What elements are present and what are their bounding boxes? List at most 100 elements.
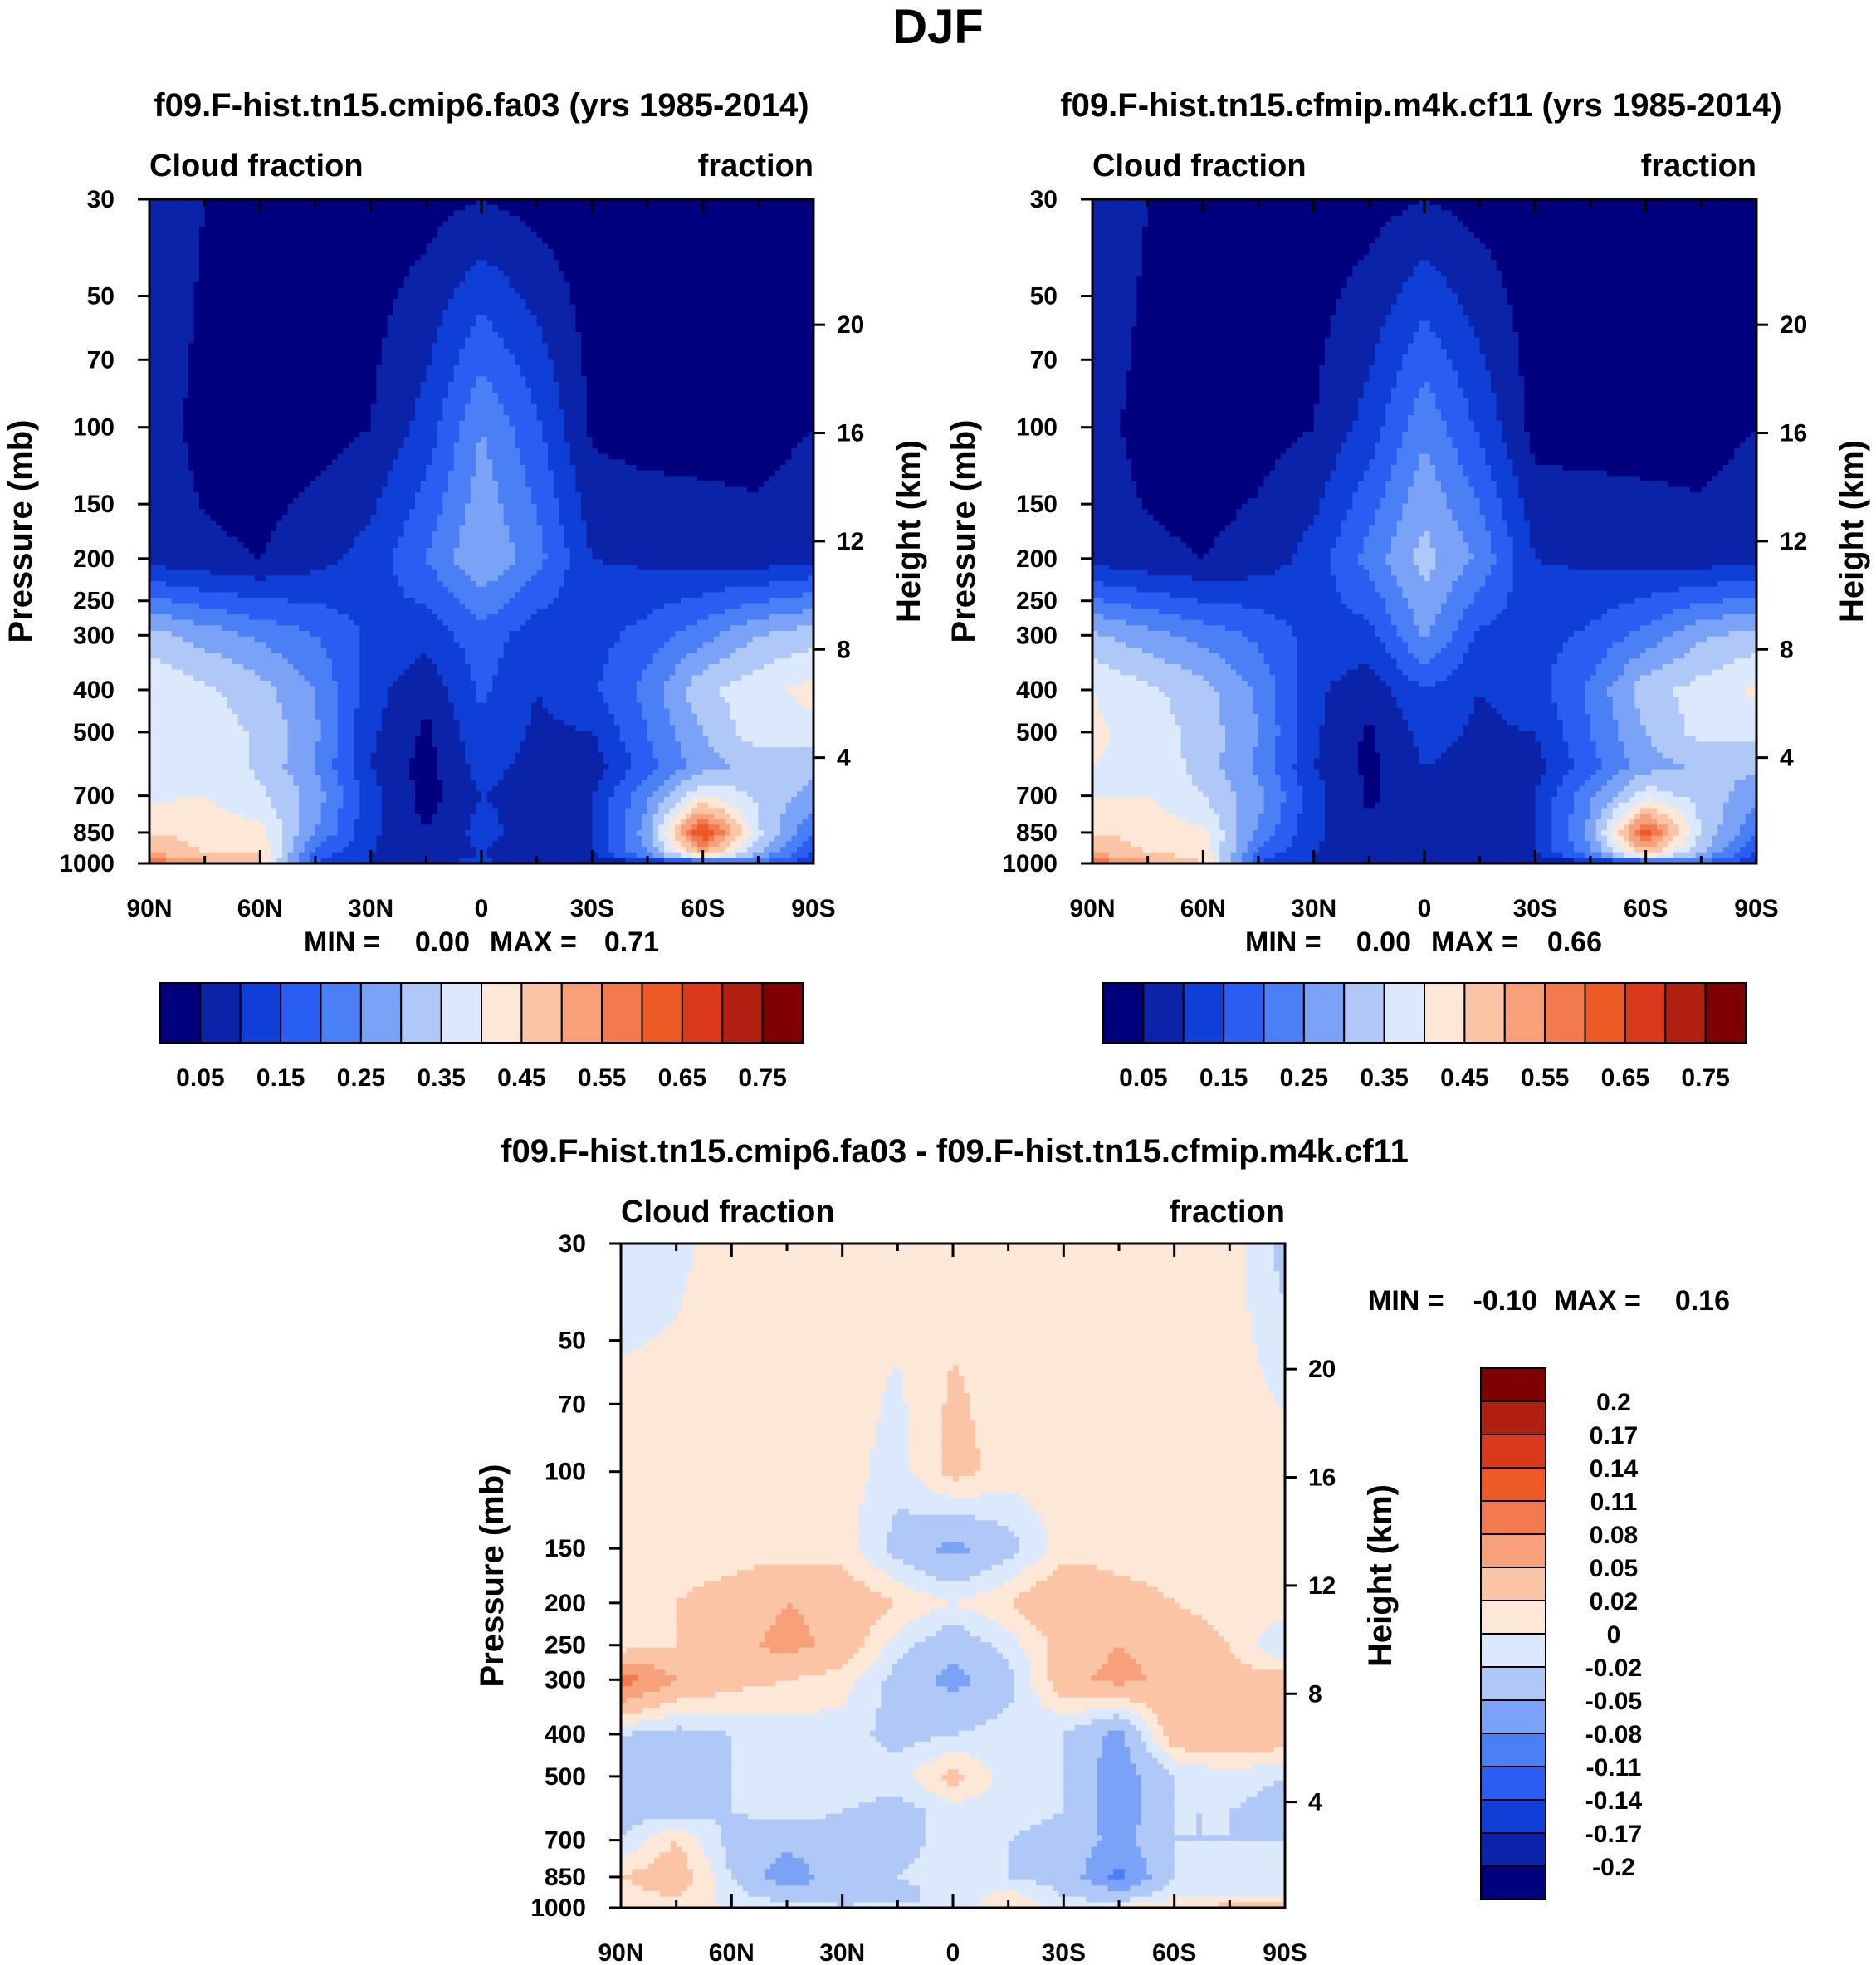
heatmap-cell [747, 359, 754, 366]
heatmap-cell [675, 293, 682, 300]
heatmap-cell [691, 276, 698, 283]
heatmap-cell [337, 243, 344, 250]
heatmap-cell [481, 237, 488, 244]
heatmap-cell [791, 237, 798, 244]
heatmap-cell [642, 254, 648, 261]
heatmap-cell [619, 204, 626, 211]
heatmap-cell [326, 320, 333, 327]
heatmap-cell [669, 403, 676, 410]
heatmap-cell [486, 332, 493, 339]
heatmap-cell [304, 287, 310, 294]
heatmap-cell [199, 359, 206, 366]
heatmap-cell [702, 398, 709, 405]
heatmap-cell [559, 370, 565, 377]
heatmap-cell [166, 266, 173, 272]
heatmap-cell [276, 287, 283, 294]
heatmap-cell [564, 409, 571, 416]
heatmap-cell [282, 326, 289, 333]
heatmap-cell [498, 287, 505, 294]
heatmap-cell [636, 359, 642, 366]
heatmap-cell [481, 393, 488, 399]
heatmap-cell [681, 232, 687, 239]
heatmap-cell [149, 403, 156, 410]
heatmap-cell [509, 332, 515, 339]
heatmap-cell [625, 260, 632, 266]
heatmap-cell [293, 237, 300, 244]
heatmap-cell [415, 420, 422, 427]
heatmap-cell [536, 310, 543, 316]
heatmap-cell [149, 237, 156, 244]
heatmap-cell [420, 293, 427, 300]
heatmap-cell [647, 326, 654, 333]
heatmap-cell [581, 415, 588, 422]
heatmap-cell [448, 249, 455, 256]
heatmap-cell [481, 216, 488, 222]
heatmap-cell [459, 304, 466, 310]
heatmap-cell [486, 243, 493, 250]
heatmap-cell [735, 354, 742, 360]
heatmap-cell [569, 343, 576, 349]
heatmap-cell [210, 221, 217, 227]
heatmap-cell [260, 365, 266, 372]
heatmap-cell [332, 254, 339, 261]
heatmap-cell [780, 398, 787, 405]
heatmap-cell [387, 315, 393, 322]
heatmap-cell [160, 343, 167, 349]
heatmap-cell [437, 293, 443, 300]
heatmap-cell [365, 315, 372, 322]
heatmap-cell [476, 398, 482, 405]
heatmap-cell [415, 266, 422, 272]
heatmap-cell [299, 210, 305, 217]
heatmap-cell [730, 299, 737, 306]
heatmap-cell [271, 349, 277, 355]
heatmap-cell [797, 315, 804, 322]
heatmap-cell [216, 249, 222, 256]
heatmap-cell [227, 299, 233, 306]
heatmap-cell [636, 232, 642, 239]
heatmap-cell [415, 249, 422, 256]
heatmap-cell [365, 337, 372, 344]
heatmap-cell [559, 210, 565, 217]
heatmap-cell [631, 232, 638, 239]
heatmap-cell [542, 227, 549, 233]
heatmap-cell [199, 426, 206, 433]
heatmap-cell [304, 382, 310, 389]
heatmap-cell [564, 393, 571, 399]
heatmap-cell [260, 359, 266, 366]
heatmap-cell [310, 349, 316, 355]
heatmap-cell [359, 315, 366, 322]
heatmap-cell [581, 354, 588, 360]
heatmap-cell [315, 310, 322, 316]
heatmap-cell [586, 232, 593, 239]
heatmap-cell [808, 310, 813, 316]
heatmap-cell [664, 276, 671, 283]
heatmap-cell [193, 293, 200, 300]
heatmap-cell [442, 403, 449, 410]
heatmap-cell [575, 393, 582, 399]
heatmap-cell [304, 415, 310, 422]
heatmap-cell [536, 249, 543, 256]
heatmap-cell [592, 227, 598, 233]
heatmap-cell [420, 349, 427, 355]
heatmap-cell [276, 376, 283, 383]
heatmap-cell [299, 204, 305, 211]
heatmap-cell [498, 349, 505, 355]
heatmap-cell [227, 243, 233, 250]
heatmap-cell [287, 276, 294, 283]
heatmap-cell [260, 237, 266, 244]
heatmap-cell [658, 237, 665, 244]
heatmap-cell [216, 266, 222, 272]
heatmap-cell [503, 349, 510, 355]
heatmap-cell [442, 370, 449, 377]
heatmap-cell [785, 271, 792, 277]
heatmap-cell [619, 254, 626, 261]
heatmap-cell [432, 282, 438, 289]
heatmap-cell [730, 382, 737, 389]
heatmap-cell [393, 359, 399, 366]
heatmap-cell [359, 426, 366, 433]
heatmap-cell [432, 343, 438, 349]
heatmap-cell [249, 326, 256, 333]
heatmap-cell [808, 349, 813, 355]
heatmap-cell [492, 315, 499, 322]
heatmap-cell [764, 227, 770, 233]
